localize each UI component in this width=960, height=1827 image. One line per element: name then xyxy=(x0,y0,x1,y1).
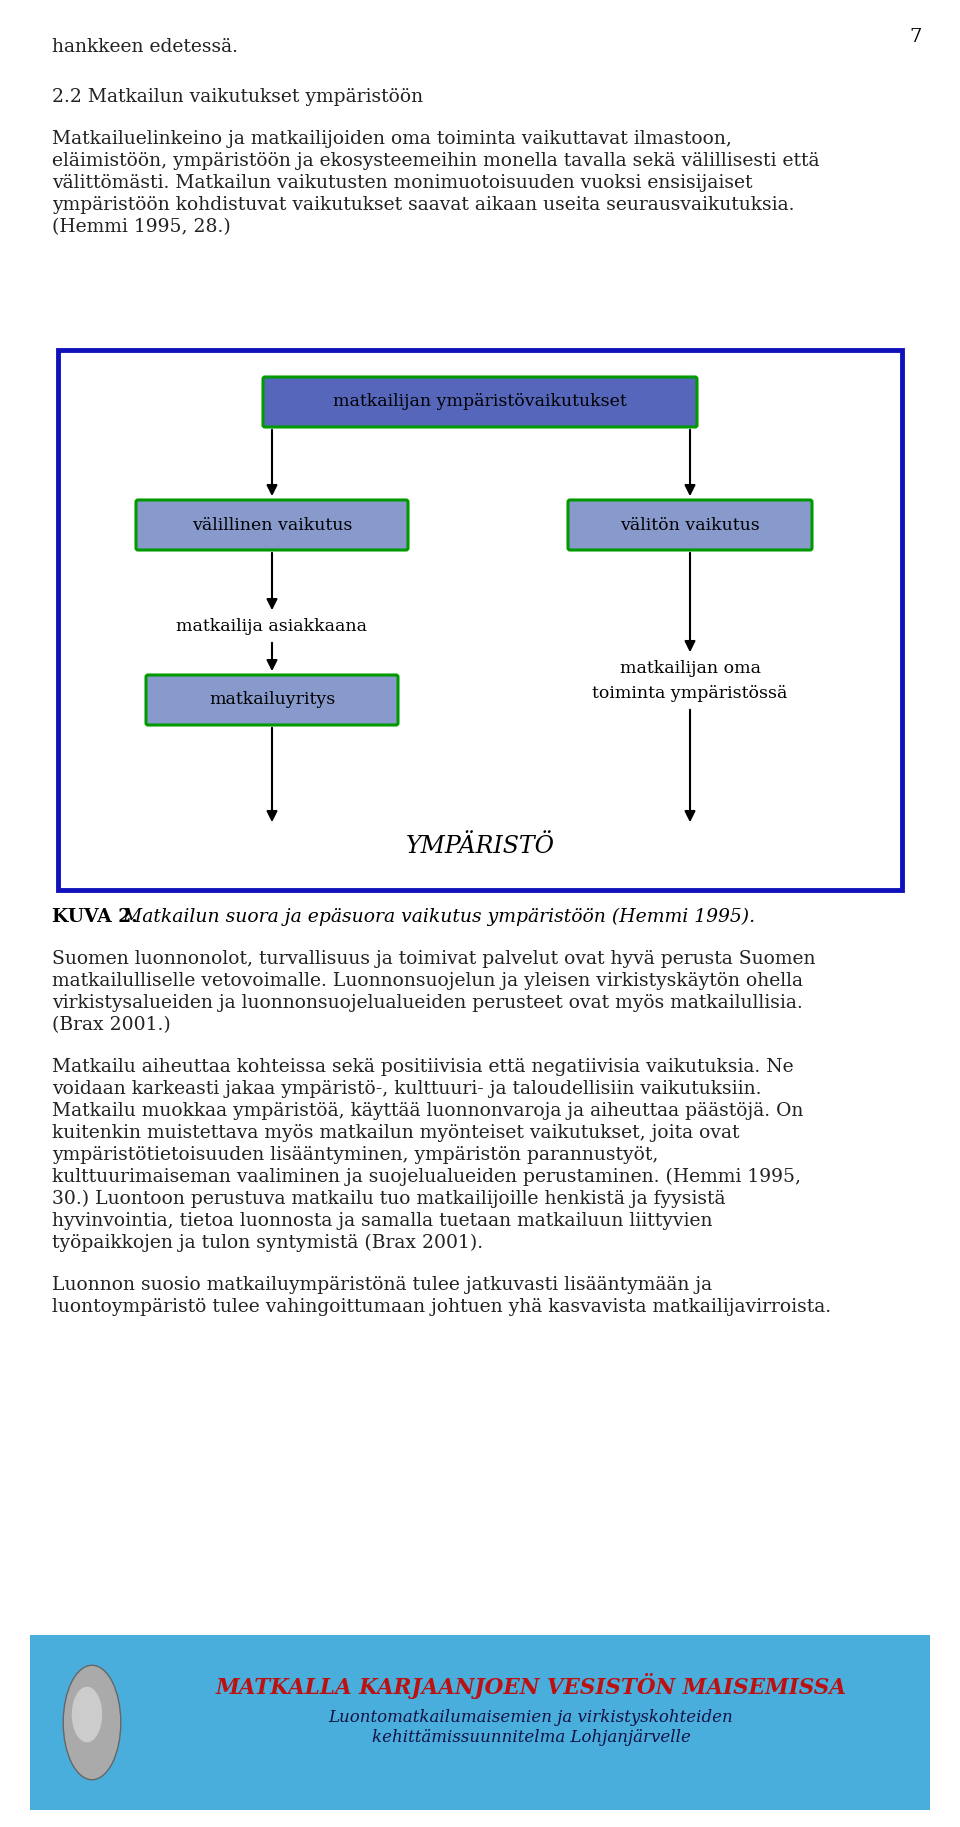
Text: voidaan karkeasti jakaa ympäristö-, kulttuuri- ja taloudellisiin vaikutuksiin.: voidaan karkeasti jakaa ympäristö-, kult… xyxy=(52,1080,761,1098)
FancyBboxPatch shape xyxy=(136,501,408,550)
Text: hyvinvointia, tietoa luonnosta ja samalla tuetaan matkailuun liittyvien: hyvinvointia, tietoa luonnosta ja samall… xyxy=(52,1211,712,1230)
Text: kuitenkin muistettava myös matkailun myönteiset vaikutukset, joita ovat: kuitenkin muistettava myös matkailun myö… xyxy=(52,1124,739,1142)
Text: virkistysalueiden ja luonnonsuojelualueiden perusteet ovat myös matkailullisia.: virkistysalueiden ja luonnonsuojelualuei… xyxy=(52,994,803,1012)
Bar xyxy=(58,351,902,890)
Ellipse shape xyxy=(72,1686,102,1743)
Bar xyxy=(30,1635,930,1811)
Text: välittömästi. Matkailun vaikutusten monimuotoisuuden vuoksi ensisijaiset: välittömästi. Matkailun vaikutusten moni… xyxy=(52,174,753,192)
Text: YMPÄRISTÖ: YMPÄRISTÖ xyxy=(405,835,555,859)
Text: hankkeen edetessä.: hankkeen edetessä. xyxy=(52,38,238,57)
Ellipse shape xyxy=(63,1664,121,1779)
Text: (Hemmi 1995, 28.): (Hemmi 1995, 28.) xyxy=(52,217,230,236)
Text: välitön vaikutus: välitön vaikutus xyxy=(620,517,760,533)
Text: välillinen vaikutus: välillinen vaikutus xyxy=(192,517,352,533)
Text: Luontomatkailumaisemien ja virkistyskohteiden: Luontomatkailumaisemien ja virkistyskoht… xyxy=(328,1708,733,1727)
Text: 2.2 Matkailun vaikutukset ympäristöön: 2.2 Matkailun vaikutukset ympäristöön xyxy=(52,88,423,106)
Text: 30.) Luontoon perustuva matkailu tuo matkailijoille henkistä ja fyysistä: 30.) Luontoon perustuva matkailu tuo mat… xyxy=(52,1189,726,1208)
Text: KUVA 2.: KUVA 2. xyxy=(52,908,137,926)
Text: (Brax 2001.): (Brax 2001.) xyxy=(52,1016,171,1034)
FancyBboxPatch shape xyxy=(263,376,697,428)
Text: matkailulliselle vetovoimalle. Luonnonsuojelun ja yleisen virkistyskäytön ohella: matkailulliselle vetovoimalle. Luonnonsu… xyxy=(52,972,803,990)
Text: matkailija asiakkaana: matkailija asiakkaana xyxy=(177,618,368,636)
Text: ympäristötietoisuuden lisääntyminen, ympäristön parannustyöt,: ympäristötietoisuuden lisääntyminen, ymp… xyxy=(52,1146,659,1164)
Text: toiminta ympäristössä: toiminta ympäristössä xyxy=(592,685,788,702)
Text: Suomen luonnonolot, turvallisuus ja toimivat palvelut ovat hyvä perusta Suomen: Suomen luonnonolot, turvallisuus ja toim… xyxy=(52,950,815,968)
Text: eläimistöön, ympäristöön ja ekosysteemeihin monella tavalla sekä välillisesti et: eläimistöön, ympäristöön ja ekosysteemei… xyxy=(52,152,820,170)
Text: Luonnon suosio matkailuympäristönä tulee jatkuvasti lisääntymään ja: Luonnon suosio matkailuympäristönä tulee… xyxy=(52,1275,712,1294)
Text: Matkailu muokkaa ympäristöä, käyttää luonnonvaroja ja aiheuttaa päästöjä. On: Matkailu muokkaa ympäristöä, käyttää luo… xyxy=(52,1102,804,1120)
Text: 7: 7 xyxy=(910,27,922,46)
Text: Matkailu aiheuttaa kohteissa sekä positiivisia että negatiivisia vaikutuksia. Ne: Matkailu aiheuttaa kohteissa sekä positi… xyxy=(52,1058,794,1076)
Text: työpaikkojen ja tulon syntymistä (Brax 2001).: työpaikkojen ja tulon syntymistä (Brax 2… xyxy=(52,1233,483,1251)
FancyBboxPatch shape xyxy=(146,674,398,725)
Text: Matkailun suora ja epäsuora vaikutus ympäristöön (Hemmi 1995).: Matkailun suora ja epäsuora vaikutus ymp… xyxy=(117,908,756,926)
Text: kehittämissuunnitelma Lohjanjärvelle: kehittämissuunnitelma Lohjanjärvelle xyxy=(372,1728,690,1747)
Text: matkailuyritys: matkailuyritys xyxy=(209,691,335,709)
Text: Matkailuelinkeino ja matkailijoiden oma toiminta vaikuttavat ilmastoon,: Matkailuelinkeino ja matkailijoiden oma … xyxy=(52,130,732,148)
Text: matkailijan oma: matkailijan oma xyxy=(619,660,760,678)
FancyBboxPatch shape xyxy=(568,501,812,550)
Text: matkailijan ympäristövaikutukset: matkailijan ympäristövaikutukset xyxy=(333,393,627,411)
Text: ympäristöön kohdistuvat vaikutukset saavat aikaan useita seurausvaikutuksia.: ympäristöön kohdistuvat vaikutukset saav… xyxy=(52,195,795,214)
Text: kulttuurimaiseman vaaliminen ja suojelualueiden perustaminen. (Hemmi 1995,: kulttuurimaiseman vaaliminen ja suojelua… xyxy=(52,1167,801,1186)
Text: luontoympäristö tulee vahingoittumaan johtuen yhä kasvavista matkailijavirroista: luontoympäristö tulee vahingoittumaan jo… xyxy=(52,1297,831,1315)
Text: MATKALLA KARJAANJOEN VESISTÖN MAISEMISSA: MATKALLA KARJAANJOEN VESISTÖN MAISEMISSA xyxy=(216,1674,847,1699)
